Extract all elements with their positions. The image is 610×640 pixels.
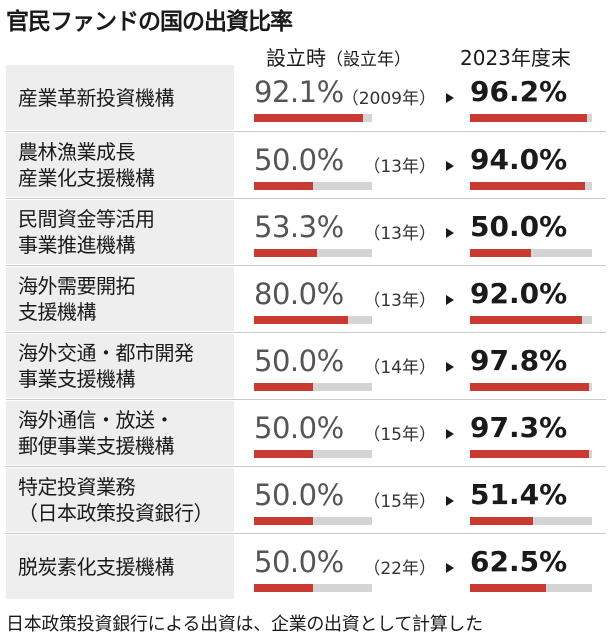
arrow-right-icon (446, 362, 454, 372)
fund-name: 特定投資業務 （日本政策投資銀行） (6, 468, 234, 532)
established-bar (254, 249, 317, 257)
end-2023-bar-track (470, 450, 592, 458)
end-2023-value-label: 97.3% (470, 411, 568, 444)
established-bar-track (254, 316, 372, 324)
end-2023-value-label: 97.8% (470, 344, 568, 377)
table-row: 産業革新投資機構 92.1% （2009年） 96.2% (6, 64, 606, 131)
table-row: 民間資金等活用 事業推進機構 53.3% （13年） 50.0% (6, 198, 606, 265)
established-value-label: 50.0% (254, 545, 344, 579)
arrow-right-icon (446, 93, 454, 103)
end-2023-bar (470, 316, 583, 324)
fund-name: 海外需要開拓 支援機構 (6, 267, 234, 331)
end-2023-bar (470, 182, 585, 190)
end-2023-value-label: 94.0% (470, 143, 568, 176)
arrow-right-icon (446, 563, 454, 573)
end-2023-bar (470, 584, 547, 592)
fund-name: 農林漁業成長 産業化支援機構 (6, 133, 234, 197)
established-value-label: 50.0% (254, 478, 344, 512)
established-value-label: 92.1% (254, 75, 344, 109)
chart-rows: 産業革新投資機構 92.1% （2009年） 96.2% 農林漁業成長 産業化支援機構 5… (6, 64, 606, 600)
end-2023-value-label: 96.2% (470, 75, 568, 108)
header-end-2023: 2023年度末 (460, 46, 571, 70)
arrow-right-icon (446, 295, 454, 305)
end-2023-bar-track (470, 182, 592, 190)
end-2023-bar (470, 517, 533, 525)
header-established-label: 設立時 (266, 46, 326, 70)
table-row: 海外交通・都市開発 事業支援機構 50.0% （14年） 97.8% (6, 332, 606, 399)
established-value-label: 80.0% (254, 277, 344, 311)
end-2023-value-label: 51.4% (470, 478, 568, 511)
table-row: 脱炭素化支援機構 50.0% （22年） 62.5% (6, 533, 606, 600)
established-bar (254, 316, 349, 324)
established-year-label: （13年） (363, 291, 436, 311)
established-bar (254, 383, 313, 391)
established-bar (254, 114, 363, 122)
end-2023-bar-track (470, 114, 592, 122)
fund-name: 脱炭素化支援機構 (6, 535, 234, 599)
end-2023-bar (470, 249, 531, 257)
established-year-label: （14年） (363, 358, 436, 378)
end-2023-bar-track (470, 584, 592, 592)
established-bar-track (254, 517, 372, 525)
established-bar-track (254, 182, 372, 190)
established-year-label: （22年） (363, 559, 436, 579)
established-value-label: 50.0% (254, 411, 344, 445)
established-bar (254, 182, 313, 190)
arrow-right-icon (446, 496, 454, 506)
end-2023-bar-track (470, 249, 592, 257)
established-bar-track (254, 450, 372, 458)
fund-name: 産業革新投資機構 (6, 65, 234, 130)
established-value-label: 53.3% (254, 210, 344, 244)
established-year-label: （15年） (363, 492, 436, 512)
header-established-sub: （設立年） (326, 50, 411, 70)
established-value-label: 50.0% (254, 344, 344, 378)
end-2023-bar (470, 383, 590, 391)
established-bar (254, 450, 313, 458)
arrow-right-icon (446, 228, 454, 238)
end-2023-bar-track (470, 383, 592, 391)
established-bar (254, 517, 313, 525)
established-bar-track (254, 249, 372, 257)
established-year-label: （2009年） (341, 89, 436, 109)
chart-title: 官民ファンドの国の出資比率 (6, 9, 293, 35)
established-year-label: （13年） (363, 157, 436, 177)
end-2023-value-label: 50.0% (470, 210, 568, 243)
header-established: 設立時（設立年） (266, 42, 411, 71)
established-year-label: （13年） (363, 224, 436, 244)
end-2023-bar-track (470, 316, 592, 324)
fund-name: 民間資金等活用 事業推進機構 (6, 200, 234, 264)
end-2023-bar (470, 450, 589, 458)
established-bar-track (254, 584, 372, 592)
fund-name: 海外交通・都市開発 事業支援機構 (6, 334, 234, 398)
table-row: 海外需要開拓 支援機構 80.0% （13年） 92.0% (6, 265, 606, 332)
table-row: 海外通信・放送・ 郵便事業支援機構 50.0% （15年） 97.3% (6, 399, 606, 466)
footnote: 日本政策投資銀行による出資は、企業の出資として計算した (6, 614, 483, 635)
table-row: 特定投資業務 （日本政策投資銀行） 50.0% （15年） 51.4% (6, 466, 606, 533)
arrow-right-icon (446, 161, 454, 171)
end-2023-bar-track (470, 517, 592, 525)
established-value-label: 50.0% (254, 143, 344, 177)
fund-name: 海外通信・放送・ 郵便事業支援機構 (6, 401, 234, 465)
table-row: 農林漁業成長 産業化支援機構 50.0% （13年） 94.0% (6, 131, 606, 198)
established-year-label: （15年） (363, 425, 436, 445)
end-2023-value-label: 62.5% (470, 545, 568, 578)
end-2023-bar (470, 114, 588, 122)
end-2023-value-label: 92.0% (470, 277, 568, 310)
established-bar-track (254, 383, 372, 391)
arrow-right-icon (446, 429, 454, 439)
established-bar-track (254, 114, 372, 122)
established-bar (254, 584, 313, 592)
